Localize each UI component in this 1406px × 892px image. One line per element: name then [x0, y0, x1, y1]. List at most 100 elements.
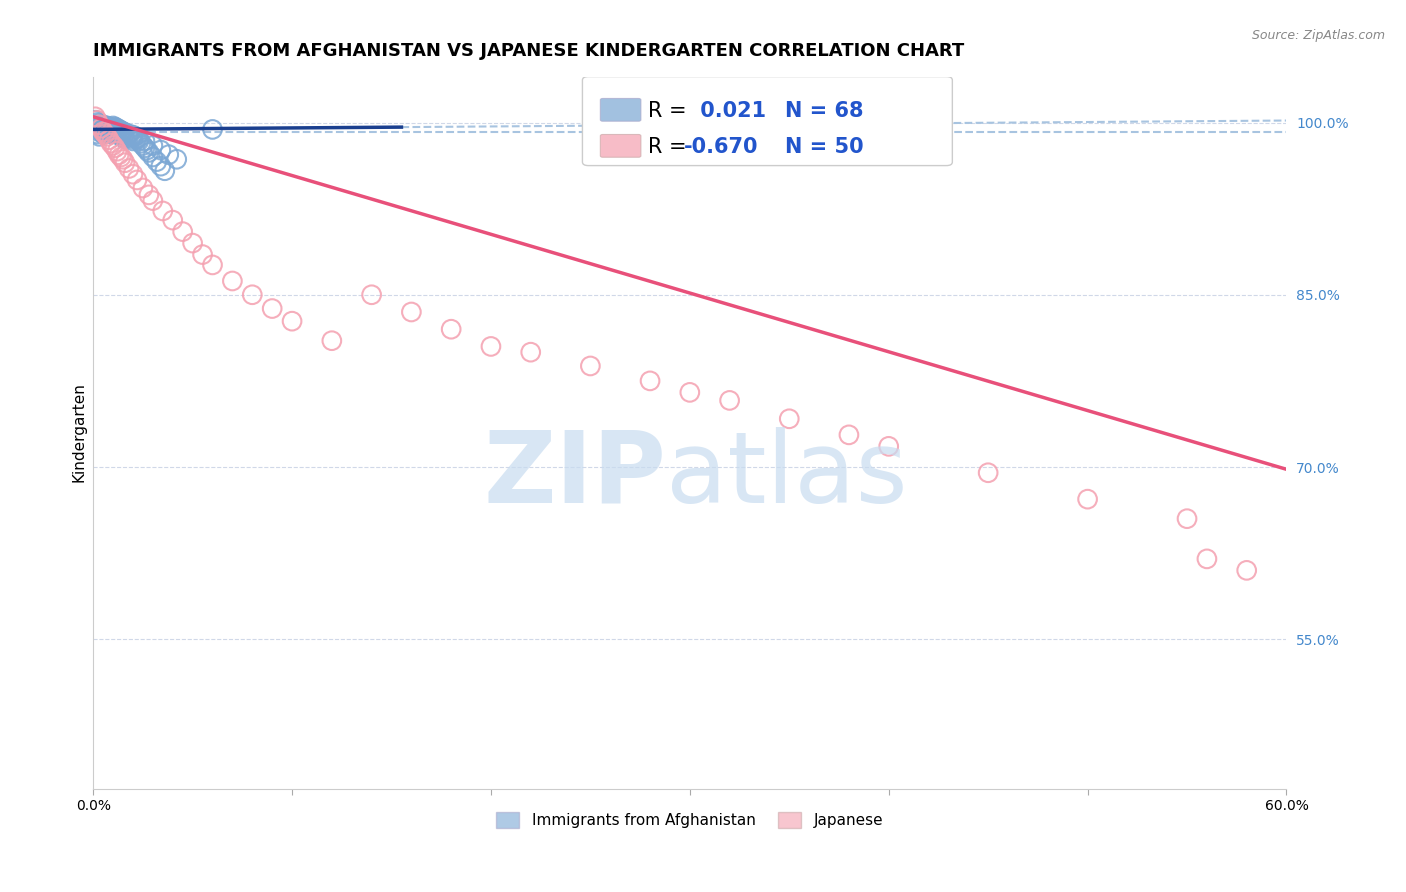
Text: N = 68: N = 68 [786, 102, 863, 121]
Point [91, 122, 114, 136]
Text: Source: ZipAtlas.com: Source: ZipAtlas.com [1251, 29, 1385, 42]
Point [98, 120, 121, 135]
Point [138, 145, 160, 160]
Point [281, 314, 304, 328]
Point [98, 126, 121, 140]
Point [122, 128, 145, 143]
Point [84, 110, 107, 124]
Point [89, 120, 111, 135]
Point [111, 130, 134, 145]
Point [191, 247, 214, 261]
Point [108, 128, 131, 143]
Point [877, 439, 900, 453]
Point [166, 153, 188, 167]
Point [479, 339, 502, 353]
Point [94, 125, 117, 139]
Point [132, 181, 155, 195]
Point [89, 129, 111, 144]
FancyBboxPatch shape [600, 135, 641, 157]
Point [105, 127, 128, 141]
Point [90, 123, 112, 137]
Point [201, 122, 224, 136]
Point [89, 117, 111, 131]
Point [262, 301, 284, 316]
Point [132, 138, 155, 153]
Point [321, 334, 343, 348]
Text: R =: R = [648, 102, 693, 121]
Text: ZIP: ZIP [484, 426, 666, 524]
Text: N = 50: N = 50 [786, 137, 863, 157]
Point [111, 125, 134, 139]
Point [94, 120, 117, 135]
Point [96, 123, 118, 137]
Point [221, 274, 243, 288]
Point [124, 129, 146, 144]
Point [101, 121, 124, 136]
Point [100, 121, 122, 136]
Point [96, 119, 118, 133]
Point [157, 147, 180, 161]
Point [84, 118, 107, 132]
Point [108, 122, 131, 136]
Point [125, 173, 148, 187]
Point [718, 393, 741, 408]
Point [153, 163, 176, 178]
Point [138, 187, 160, 202]
Point [89, 125, 111, 139]
Point [134, 134, 156, 148]
Point [134, 141, 156, 155]
Point [1175, 511, 1198, 525]
Point [98, 120, 121, 135]
Point [114, 155, 136, 169]
Point [90, 119, 112, 133]
Point [360, 287, 382, 301]
Point [440, 322, 463, 336]
Point [101, 123, 124, 137]
Point [110, 150, 132, 164]
Point [519, 345, 541, 359]
Point [86, 121, 108, 136]
FancyBboxPatch shape [582, 77, 952, 166]
Point [679, 385, 702, 400]
Point [1195, 552, 1218, 566]
Point [105, 122, 128, 136]
Point [91, 127, 114, 141]
Point [122, 134, 145, 148]
Point [105, 121, 128, 136]
Text: IMMIGRANTS FROM AFGHANISTAN VS JAPANESE KINDERGARTEN CORRELATION CHART: IMMIGRANTS FROM AFGHANISTAN VS JAPANESE … [93, 42, 965, 60]
Point [172, 225, 194, 239]
Point [1236, 563, 1258, 577]
Text: R =: R = [648, 137, 693, 157]
Point [149, 143, 172, 157]
Point [638, 374, 661, 388]
Point [104, 141, 127, 155]
Text: atlas: atlas [666, 426, 908, 524]
Y-axis label: Kindergarten: Kindergarten [72, 383, 86, 483]
Point [142, 138, 165, 153]
Point [142, 150, 165, 164]
Point [91, 118, 114, 132]
Point [110, 129, 132, 144]
Text: -0.670: -0.670 [683, 137, 758, 157]
Point [104, 126, 127, 140]
Point [108, 147, 131, 161]
Point [152, 203, 174, 218]
Point [128, 131, 150, 145]
Point [98, 133, 121, 147]
Point [114, 126, 136, 140]
Point [94, 127, 117, 141]
Point [96, 129, 118, 144]
Point [118, 161, 141, 176]
Point [201, 258, 224, 272]
Point [125, 131, 148, 145]
Point [778, 411, 800, 425]
Point [86, 127, 108, 141]
Point [122, 129, 145, 144]
Point [100, 136, 122, 151]
Point [118, 127, 141, 141]
Point [129, 136, 152, 151]
Point [91, 125, 114, 139]
Point [579, 359, 602, 373]
Point [401, 305, 423, 319]
Point [128, 134, 150, 148]
